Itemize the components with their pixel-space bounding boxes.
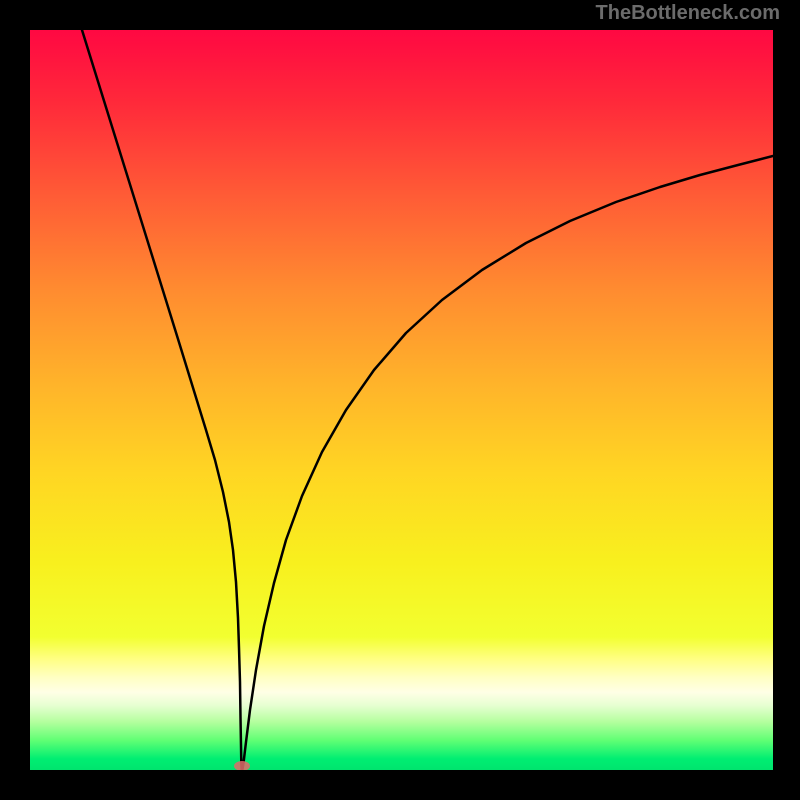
curve-layer <box>30 30 773 770</box>
dip-marker <box>234 761 250 770</box>
outer-frame: TheBottleneck.com <box>0 0 800 800</box>
plot-area <box>30 30 773 770</box>
bottleneck-curve <box>82 30 773 770</box>
watermark-text: TheBottleneck.com <box>596 2 780 25</box>
